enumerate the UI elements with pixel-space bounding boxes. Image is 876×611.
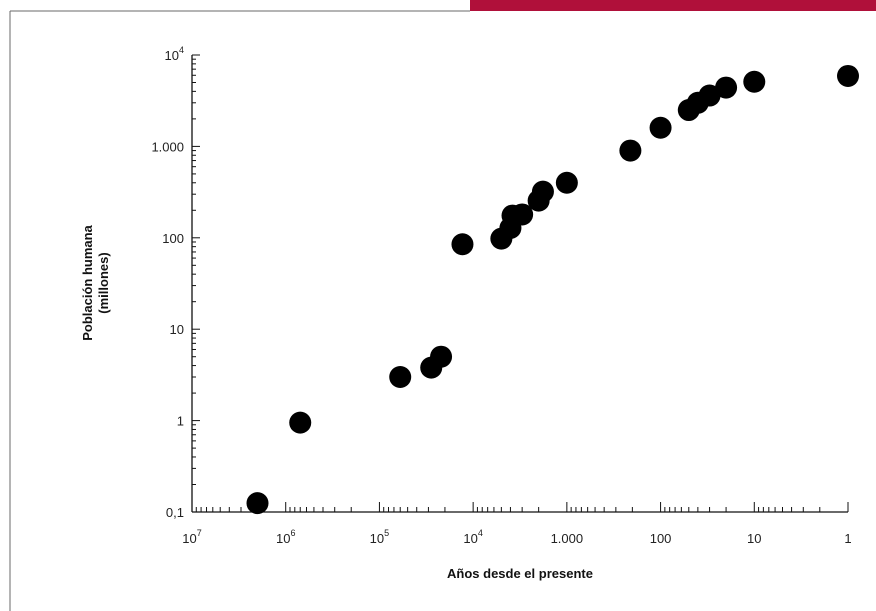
x-tick-base: 10 (370, 531, 384, 546)
x-tick-label: 104 (463, 528, 482, 546)
data-point (715, 76, 738, 99)
y-tick-label: 100 (162, 231, 184, 246)
x-tick-exponent: 4 (478, 528, 483, 538)
x-tick-label: 105 (370, 528, 389, 546)
data-point (531, 180, 554, 203)
axes (191, 55, 848, 513)
y-axis-title-line-2: (millones) (96, 252, 111, 313)
data-points (246, 64, 859, 515)
x-axis-title: Años desde el presente (447, 566, 593, 581)
data-point (649, 116, 672, 139)
x-minor-ticks (195, 507, 821, 512)
data-point (451, 233, 474, 256)
x-tick-label: 1.000 (551, 531, 584, 546)
data-point (698, 84, 721, 107)
y-tick-exponent: 4 (179, 45, 184, 55)
x-tick-base: 10 (182, 531, 196, 546)
y-tick-label: 1 (177, 414, 184, 429)
data-point (430, 345, 453, 368)
y-axis-title: Población humana (millones) (80, 224, 111, 340)
y-tick-label: 10 (170, 322, 184, 337)
x-tick-exponent: 6 (290, 528, 295, 538)
x-tick-label: 107 (182, 528, 201, 546)
x-major-ticks (191, 502, 849, 512)
data-point (246, 492, 269, 515)
x-tick-exponent: 5 (384, 528, 389, 538)
y-tick-label: 1.000 (151, 139, 184, 154)
x-tick-label: 1 (844, 531, 851, 546)
data-point (837, 64, 859, 87)
y-axis-title-line-1: Población humana (80, 224, 95, 340)
x-tick-base: 10 (463, 531, 477, 546)
x-tick-exponent: 7 (197, 528, 202, 538)
frame-border (9, 10, 470, 611)
x-tick-base: 10 (276, 531, 290, 546)
x-tick-labels: 107 106 105 104 1.000 100 10 1 (182, 528, 851, 546)
data-point (555, 171, 578, 194)
y-minor-ticks (192, 58, 196, 485)
data-point (619, 139, 642, 162)
y-tick-base: 10 (165, 48, 179, 63)
data-point (389, 365, 412, 388)
y-tick-label: 104 (165, 45, 184, 63)
x-tick-label: 100 (650, 531, 672, 546)
y-major-ticks (192, 54, 200, 513)
data-point (289, 411, 312, 434)
x-tick-label: 10 (747, 531, 761, 546)
data-point (511, 203, 534, 226)
data-point (743, 70, 766, 93)
accent-bar (470, 0, 876, 11)
x-tick-label: 106 (276, 528, 295, 546)
y-tick-label: 0,1 (166, 505, 184, 520)
